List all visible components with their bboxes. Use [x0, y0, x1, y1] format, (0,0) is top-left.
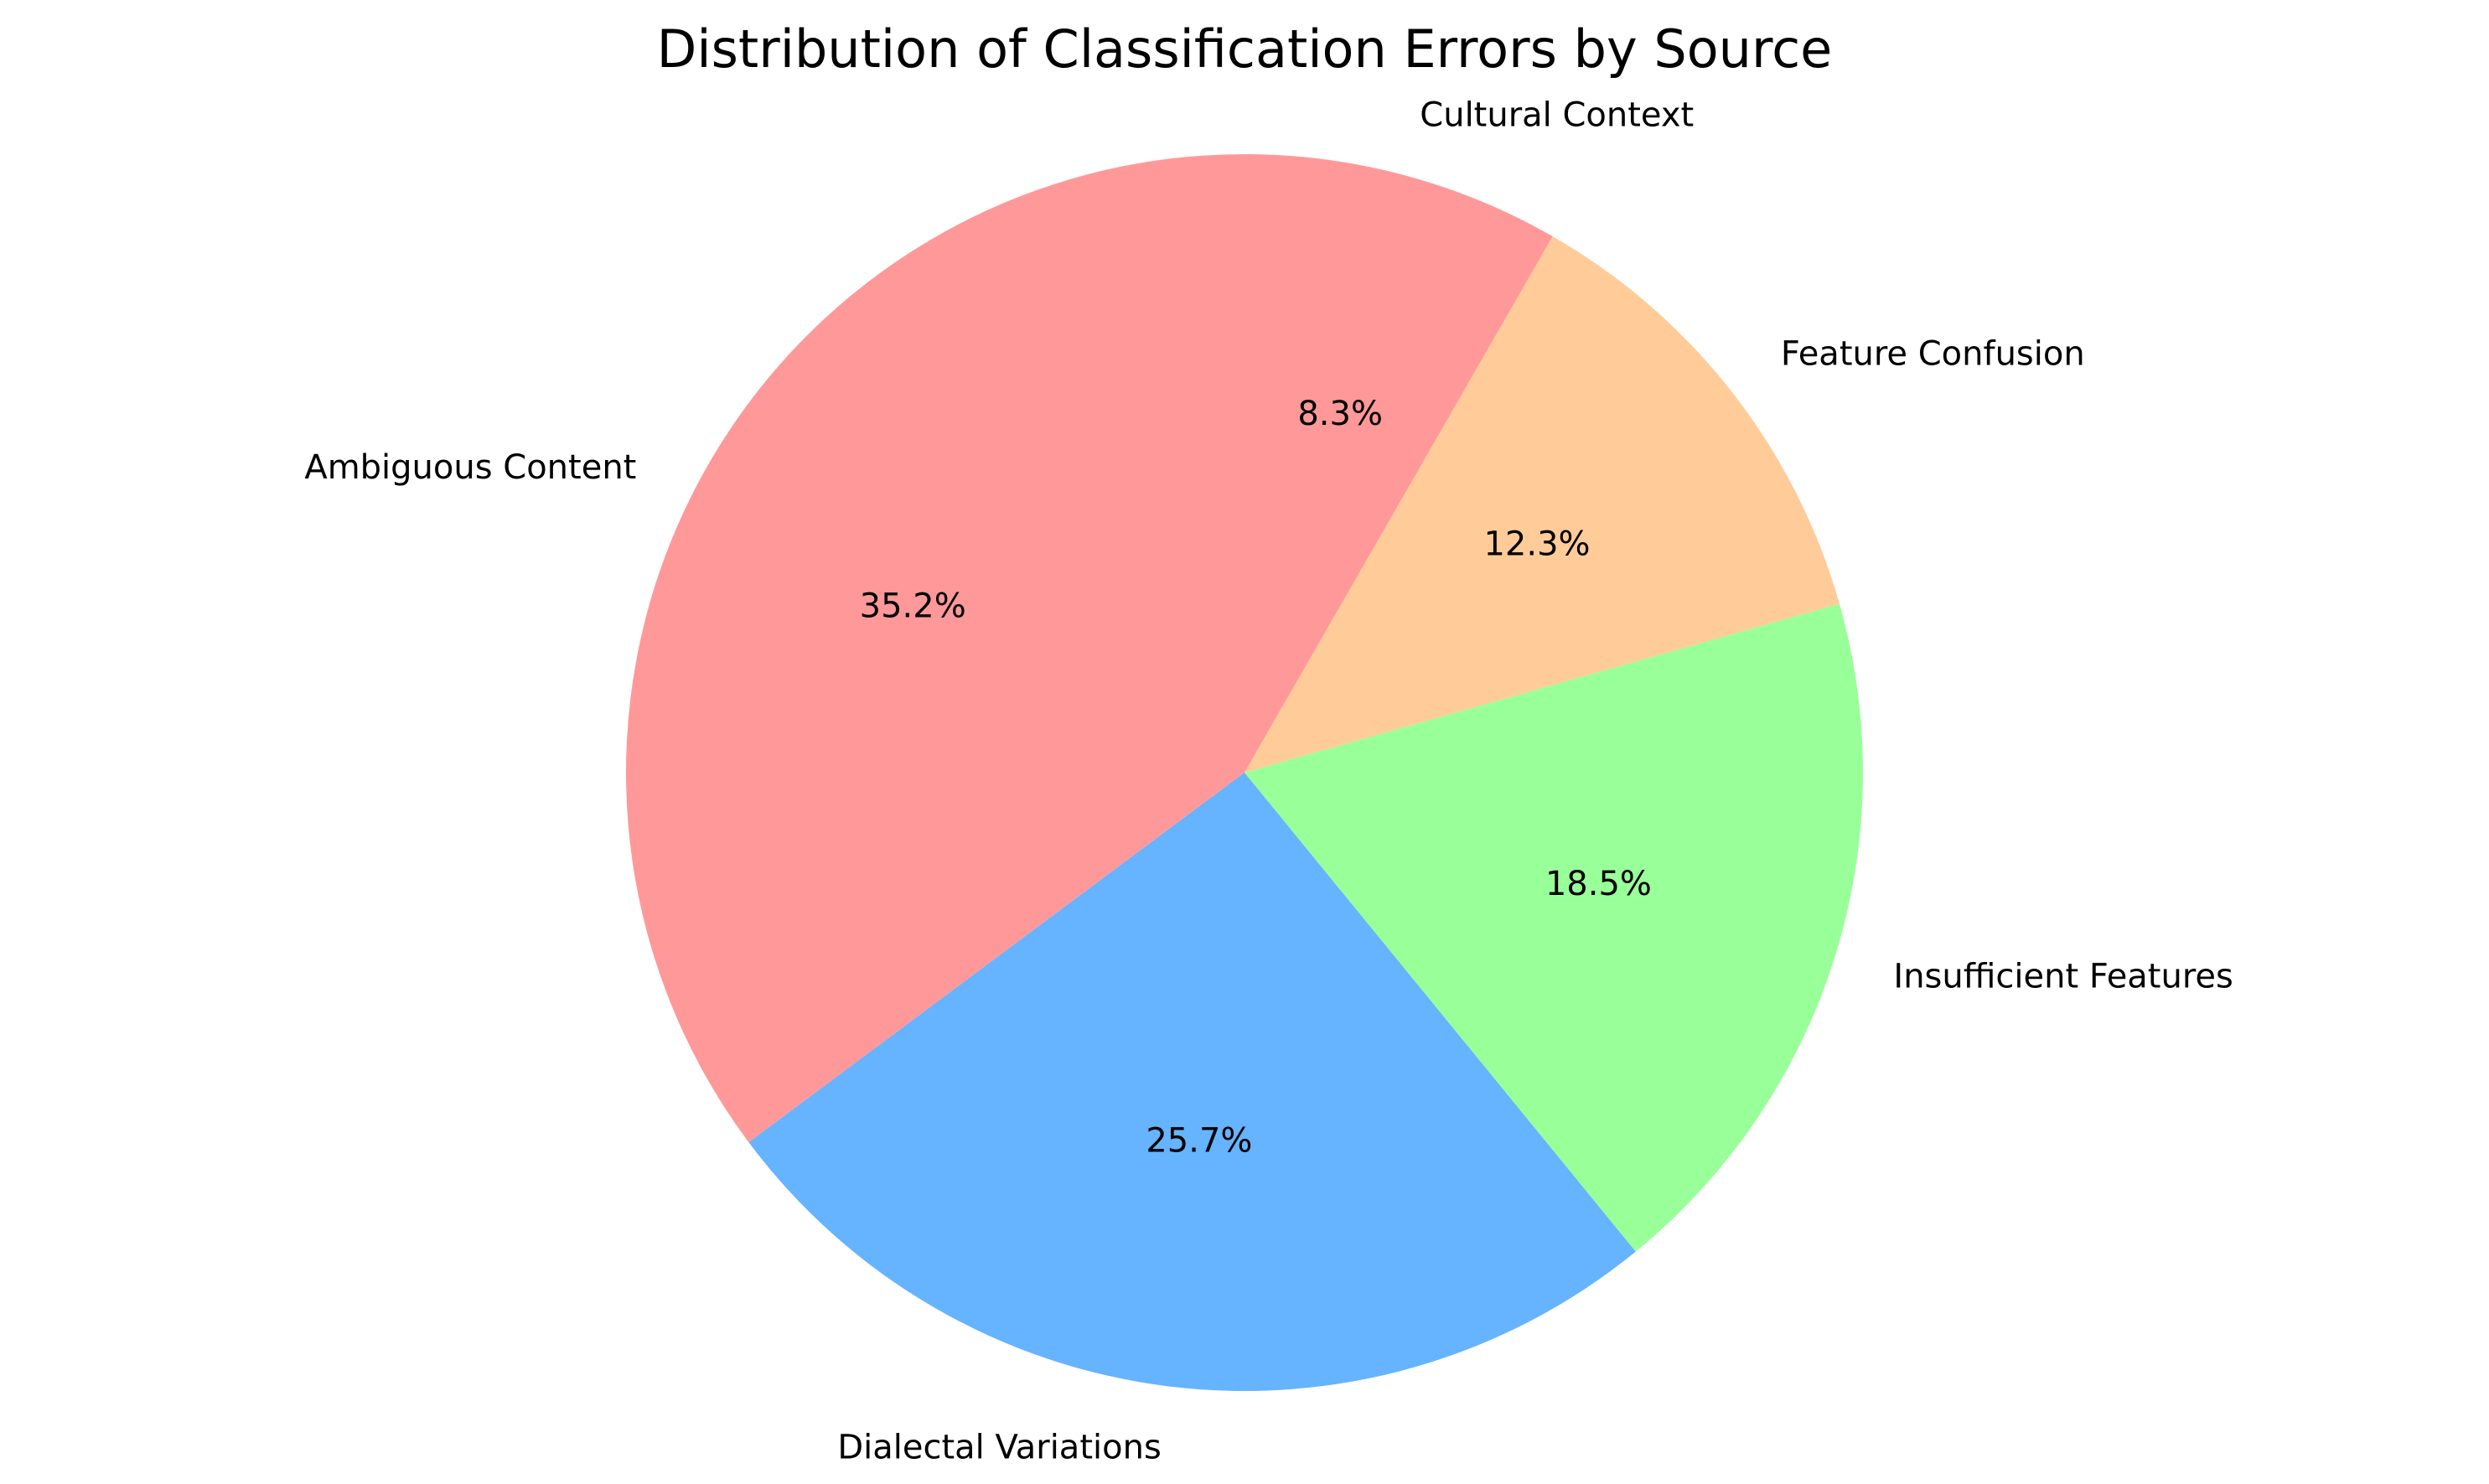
pie-slice-0	[626, 154, 1244, 1143]
percent-label-0: 35.2%	[860, 587, 966, 625]
slice-label-3: Feature Confusion	[1781, 334, 2085, 373]
pie-slice-1	[748, 773, 1636, 1392]
pie-slice-2	[1244, 603, 1863, 1252]
slice-label-1: Dialectal Variations	[837, 1429, 1161, 1467]
slice-labels: Ambiguous Content Dialectal Variations Ins…	[304, 96, 2233, 1467]
pie-slices	[626, 154, 1863, 1392]
percent-label-2: 18.5%	[1545, 865, 1652, 903]
percent-labels: 35.2% 25.7% 18.5% 12.3% 8.3%	[860, 395, 1652, 1160]
slice-label-0: Ambiguous Content	[304, 448, 636, 487]
slice-label-4: Cultural Context	[1420, 96, 1694, 135]
pie-slice-3	[1244, 236, 1840, 773]
percent-label-4: 8.3%	[1297, 395, 1383, 433]
chart-title: Distribution of Classification Errors by…	[657, 18, 1833, 80]
pie-slice-4	[1244, 154, 1553, 773]
slice-label-2: Insufficient Features	[1893, 958, 2233, 996]
percent-label-1: 25.7%	[1146, 1121, 1252, 1160]
percent-label-3: 12.3%	[1483, 525, 1590, 564]
